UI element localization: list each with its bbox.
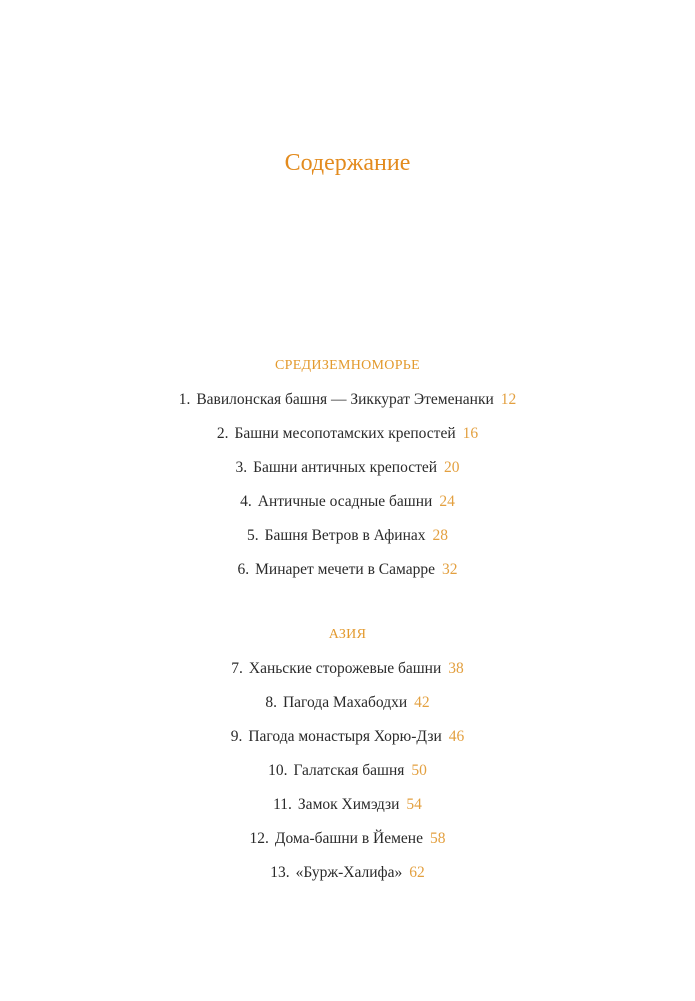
toc-entry-page: 12 (500, 391, 517, 408)
page-title: Содержание (284, 150, 411, 176)
toc-section-mediterranean: СРЕДИЗЕМНОМОРЬЕ 1. Вавилонская башня — Зи… (0, 349, 695, 587)
toc-entry[interactable]: 7. Ханьские сторожевые башни 38 (0, 652, 695, 686)
toc-entry-text: «Бурж-Халифа» (295, 864, 403, 881)
toc-entry-page: 46 (448, 728, 465, 745)
toc-entry-text: Минарет мечети в Самарре (255, 561, 435, 578)
toc-entry[interactable]: 4. Античные осадные башни 24 (0, 485, 695, 519)
toc-entry-page: 28 (432, 527, 449, 544)
toc-entry-text: Вавилонская башня — Зиккурат Этеменанки (196, 391, 494, 408)
toc-entry-page: 20 (444, 459, 460, 476)
toc-entry-text: Ханьские сторожевые башни (248, 660, 442, 677)
toc-entry-text: Башня Ветров в Афинах (264, 527, 426, 544)
toc-entry-num: 2. (216, 425, 229, 442)
toc-entry-page: 38 (448, 660, 464, 677)
toc-entry-page: 16 (462, 425, 479, 442)
toc-entry-page: 54 (406, 796, 422, 813)
toc-entry[interactable]: 9. Пагода монастыря Хорю-Дзи 46 (0, 720, 695, 754)
toc-entry-num: 6. (237, 561, 250, 578)
toc-entry-num: 7. (231, 660, 243, 677)
toc-entry-num: 3. (235, 459, 248, 476)
toc-entry-num: 9. (230, 728, 243, 745)
toc-entry-page: 32 (441, 561, 458, 578)
toc-entry-num: 8. (265, 694, 277, 711)
toc-entry[interactable]: 1. Вавилонская башня — Зиккурат Этеменанк… (0, 383, 695, 417)
toc-entry-page: 62 (409, 864, 425, 881)
toc-entry-num: 13. (270, 864, 290, 881)
toc-entry-num: 10. (268, 762, 288, 779)
toc-entry-num: 12. (249, 830, 269, 847)
toc-entry[interactable]: 2. Башни месопотамских крепостей 16 (0, 417, 695, 451)
toc-entry[interactable]: 3. Башни античных крепостей 20 (0, 451, 695, 485)
toc-entry-num: 4. (240, 493, 252, 510)
toc-entry-text: Античные осадные башни (257, 493, 433, 510)
section-heading: АЗИЯ (328, 627, 367, 642)
toc-entry-page: 42 (414, 694, 430, 711)
toc-section-asia: АЗИЯ 7. Ханьские сторожевые башни 38 8. Паго… (0, 618, 695, 890)
toc-entry[interactable]: 11. Замок Химэдзи 54 (0, 788, 695, 822)
toc-entry[interactable]: 6. Минарет мечети в Самарре 32 (0, 553, 695, 587)
toc-entry-num: 1. (178, 391, 191, 408)
toc-entry-text: Пагода монастыря Хорю-Дзи (248, 728, 442, 745)
toc-entry-text: Пагода Махабодхи (282, 694, 408, 711)
section-heading: СРЕДИЗЕМНОМОРЬЕ (274, 358, 420, 373)
toc-entry-text: Замок Химэдзи (297, 796, 400, 813)
toc-entry-text: Башни античных крепостей (253, 459, 438, 476)
toc-entry-text: Башни месопотамских крепостей (234, 425, 456, 442)
toc-entry-page: 24 (439, 493, 455, 510)
toc-entry[interactable]: 10. Галатская башня 50 (0, 754, 695, 788)
toc-entry-text: Галатская башня (293, 762, 405, 779)
toc-entry-num: 11. (273, 796, 292, 813)
toc-entry[interactable]: 5. Башня Ветров в Афинах 28 (0, 519, 695, 553)
toc-entry-page: 50 (411, 762, 427, 779)
toc-entry[interactable]: 13. «Бурж-Халифа» 62 (0, 856, 695, 890)
toc-entry[interactable]: 12. Дома-башни в Йемене 58 (0, 822, 695, 856)
toc-entry[interactable]: 8. Пагода Махабодхи 42 (0, 686, 695, 720)
toc-entry-num: 5. (246, 527, 259, 544)
toc-entry-page: 58 (429, 830, 446, 847)
toc-entry-text: Дома-башни в Йемене (274, 830, 423, 847)
